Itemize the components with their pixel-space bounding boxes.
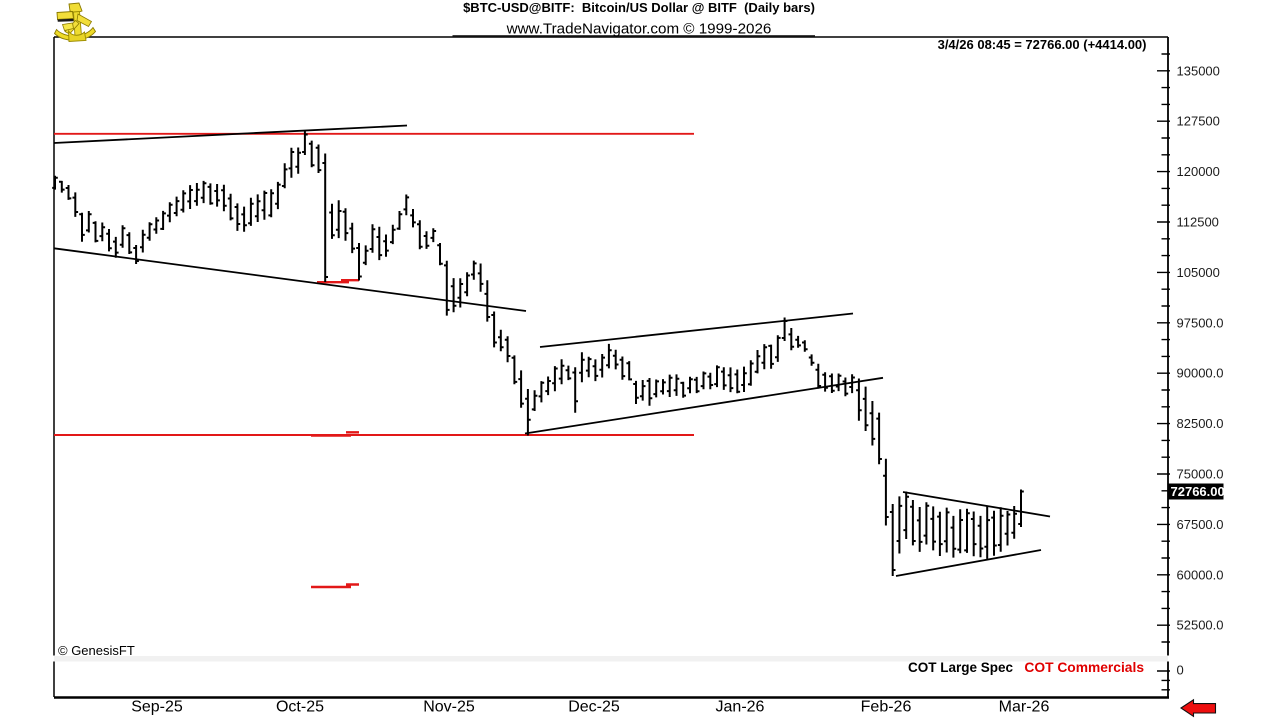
svg-text:Jan-26: Jan-26 xyxy=(716,699,765,716)
svg-text:127500: 127500 xyxy=(1177,114,1220,129)
svg-text:Feb-26: Feb-26 xyxy=(861,699,912,716)
svg-text:Oct-25: Oct-25 xyxy=(276,699,324,716)
svg-text:Dec-25: Dec-25 xyxy=(568,699,620,716)
svg-text:72766.00: 72766.00 xyxy=(1171,484,1225,499)
svg-text:135000: 135000 xyxy=(1177,63,1220,78)
svg-text:120000: 120000 xyxy=(1177,164,1220,179)
svg-text:60000.0: 60000.0 xyxy=(1177,567,1224,582)
svg-text:67500.0: 67500.0 xyxy=(1177,517,1224,532)
svg-text:COT Commercials: COT Commercials xyxy=(1024,660,1144,675)
svg-text:0: 0 xyxy=(1177,663,1184,678)
svg-text:97500.0: 97500.0 xyxy=(1177,315,1224,330)
svg-text:$BTC-USD@BITF: Bitcoin/US Dol: $BTC-USD@BITF: Bitcoin/US Dollar @ BITF … xyxy=(463,0,815,15)
svg-text:90000.0: 90000.0 xyxy=(1177,366,1224,381)
svg-text:COT Large Spec: COT Large Spec xyxy=(908,660,1014,675)
svg-text:Sep-25: Sep-25 xyxy=(131,699,183,716)
svg-text:© GenesisFT: © GenesisFT xyxy=(58,643,135,658)
svg-text:52500.0: 52500.0 xyxy=(1177,618,1224,633)
svg-text:105000: 105000 xyxy=(1177,265,1220,280)
svg-text:Nov-25: Nov-25 xyxy=(423,699,475,716)
svg-text:Mar-26: Mar-26 xyxy=(999,699,1050,716)
svg-text:82500.0: 82500.0 xyxy=(1177,416,1224,431)
svg-text:75000.0: 75000.0 xyxy=(1177,467,1224,482)
svg-text:www.TradeNavigator.com © 1999-: www.TradeNavigator.com © 1999-2026 xyxy=(506,20,772,37)
svg-text:3/4/26 08:45 = 72766.00 (+4414: 3/4/26 08:45 = 72766.00 (+4414.00) xyxy=(938,37,1147,52)
svg-text:112500: 112500 xyxy=(1177,215,1219,230)
